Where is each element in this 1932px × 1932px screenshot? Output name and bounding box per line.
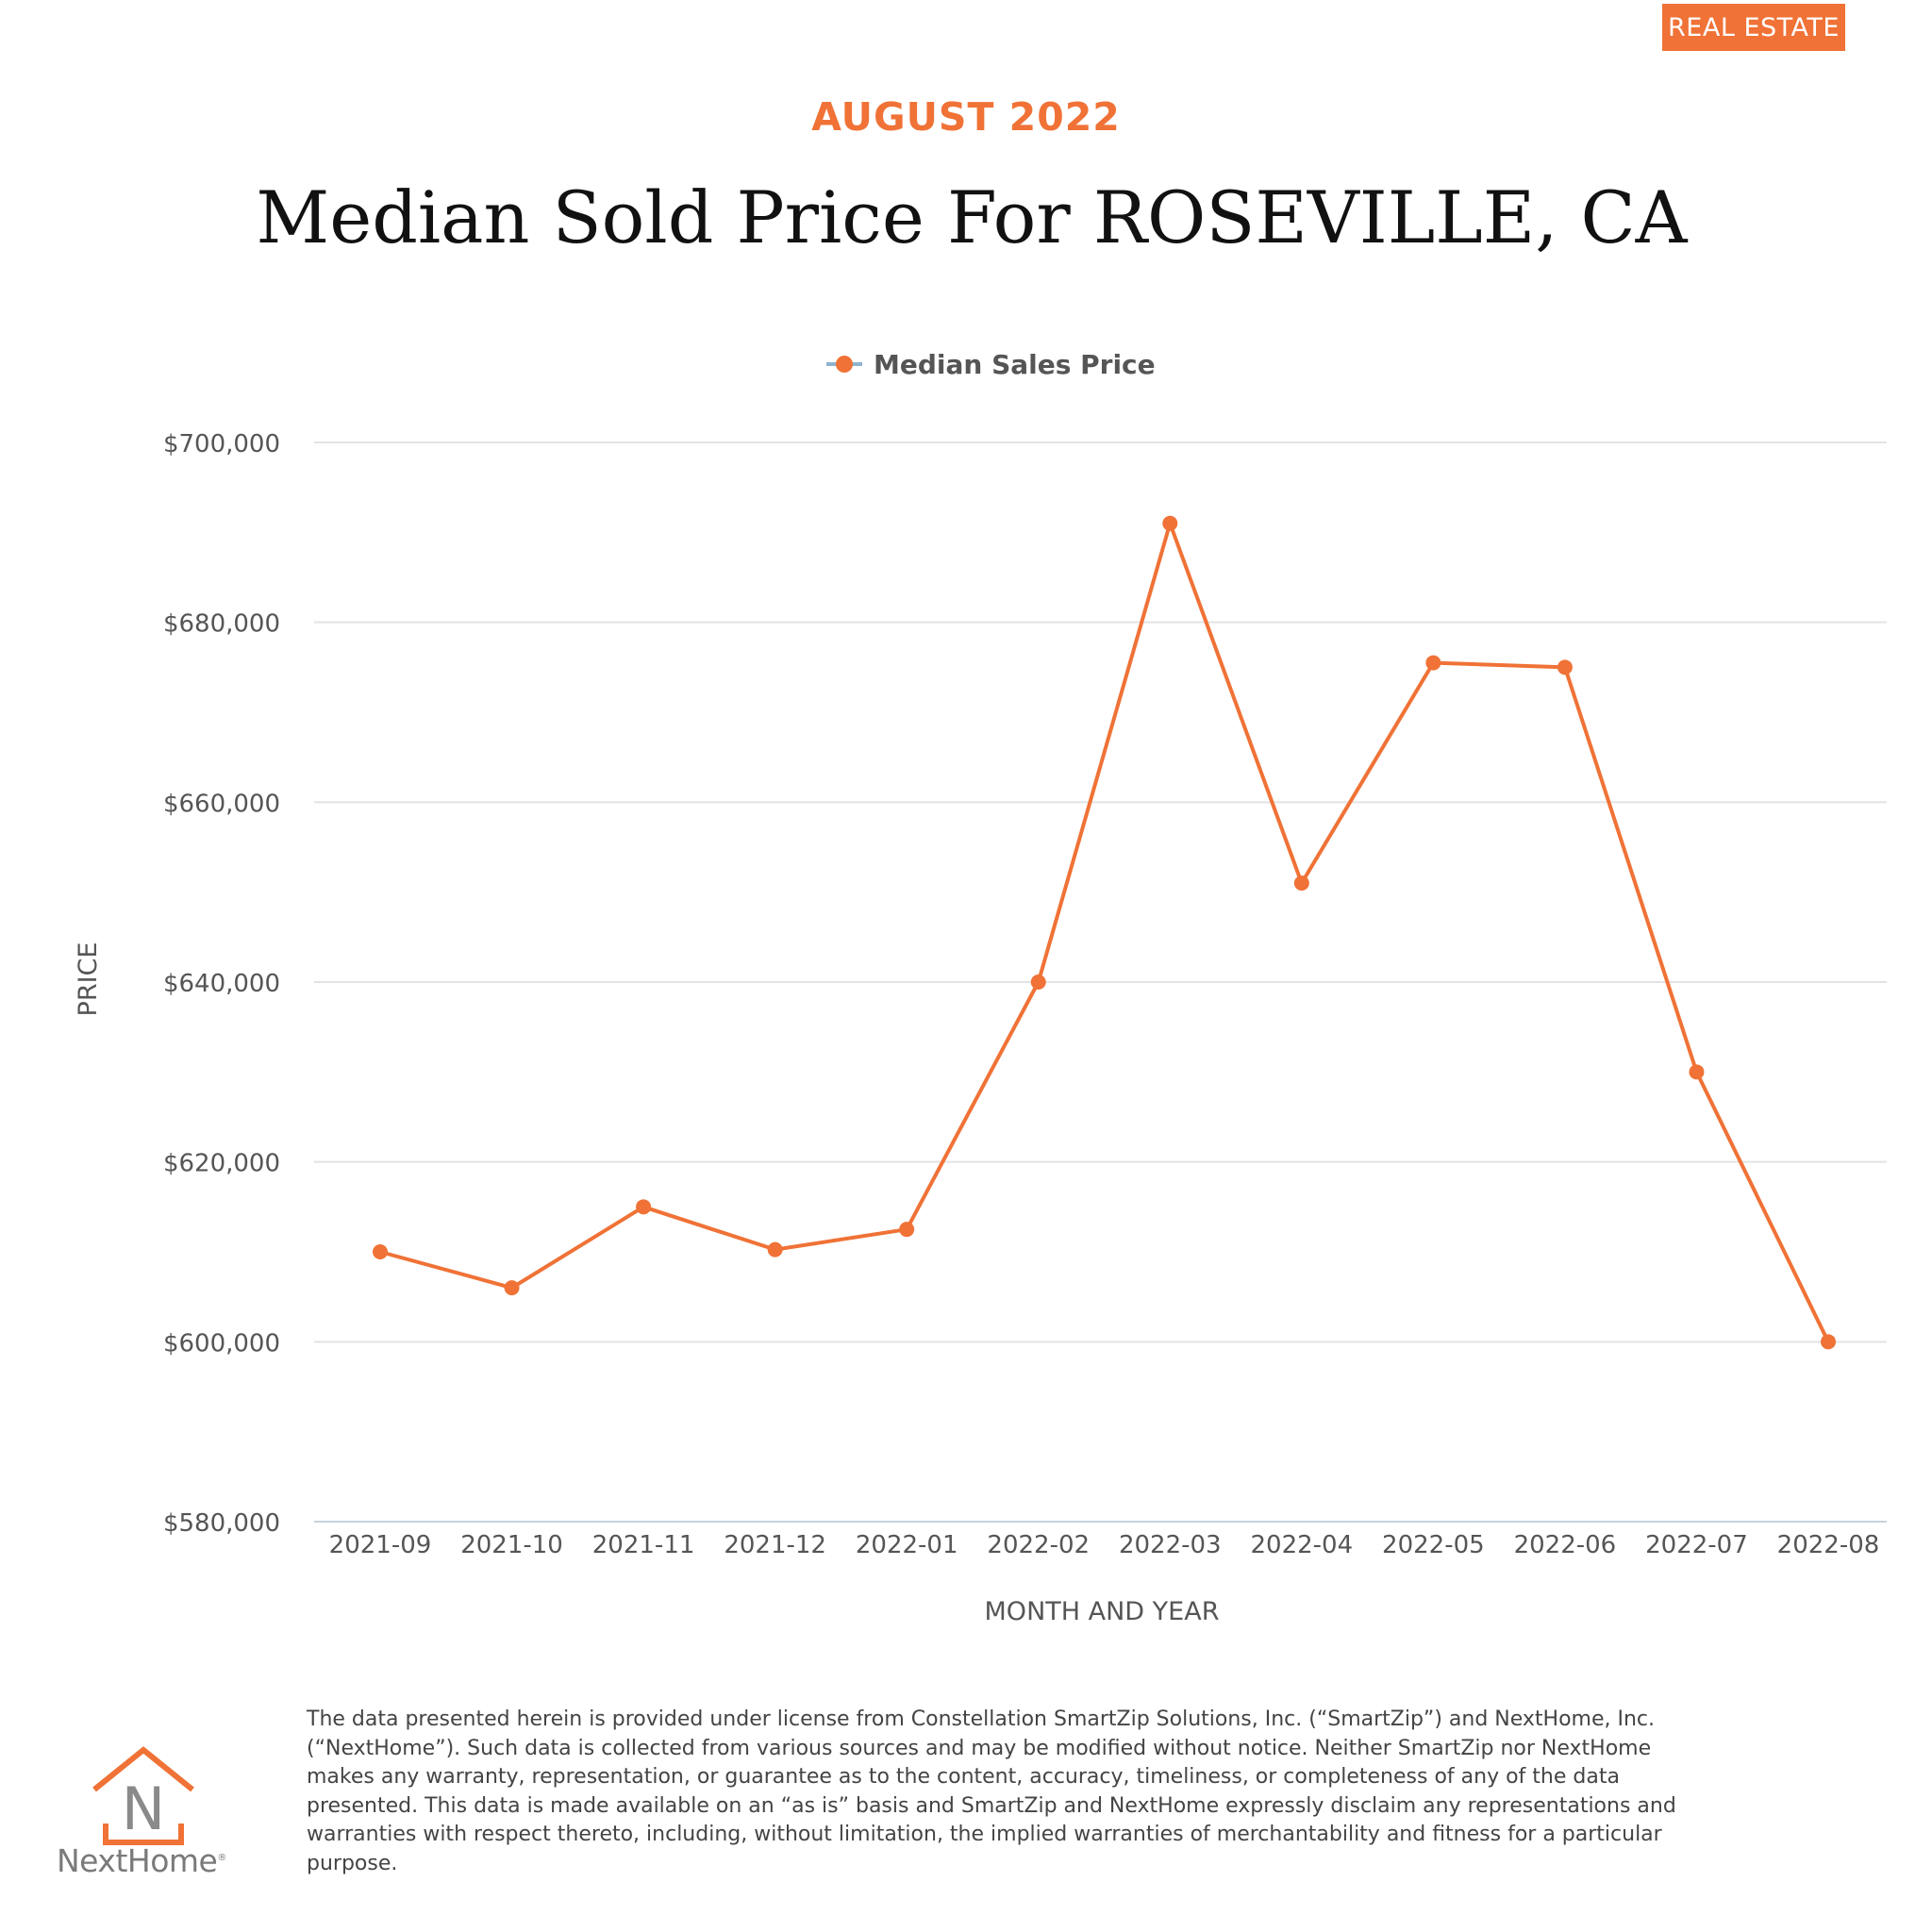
data-point <box>1425 655 1441 671</box>
series-layer <box>373 515 1836 1350</box>
x-tick-label: 2022-04 <box>1250 1531 1353 1559</box>
y-tick-labels: $580,000 $600,000 $620,000 $640,000 $660,000… <box>163 430 280 1538</box>
x-tick-label: 2022-01 <box>856 1531 958 1559</box>
data-point <box>899 1222 915 1238</box>
x-axis-label: MONTH AND YEAR <box>985 1597 1220 1626</box>
data-point <box>1821 1334 1836 1350</box>
data-point <box>767 1241 783 1257</box>
category-badge: REAL ESTATE <box>1662 4 1845 51</box>
y-tick-label: $600,000 <box>163 1329 280 1357</box>
disclaimer-text: The data presented herein is provided un… <box>307 1707 1676 1875</box>
legend-marker <box>836 356 853 373</box>
legend: Median Sales Price <box>826 349 1156 380</box>
line-chart: $580,000 $600,000 $620,000 $640,000 $660,000… <box>74 349 1887 1626</box>
x-tick-label: 2022-02 <box>987 1531 1090 1559</box>
y-tick-label: $620,000 <box>163 1150 280 1178</box>
data-point <box>1293 875 1309 891</box>
x-tick-label: 2022-07 <box>1645 1531 1748 1559</box>
x-tick-label: 2022-08 <box>1777 1531 1880 1559</box>
data-point <box>1689 1064 1705 1080</box>
series-line <box>379 521 1830 1343</box>
page-title: Median Sold Price For ROSEVILLE, CA <box>256 175 1688 259</box>
y-tick-label: $640,000 <box>163 970 280 998</box>
data-point <box>1162 515 1178 531</box>
data-point <box>1557 659 1573 675</box>
y-tick-label: $580,000 <box>163 1509 280 1538</box>
x-tick-label: 2021-09 <box>329 1531 432 1559</box>
data-point <box>504 1280 520 1296</box>
report-month: AUGUST 2022 <box>811 94 1121 140</box>
x-tick-label: 2021-12 <box>724 1531 826 1559</box>
brand-name: NextHome® <box>57 1842 226 1879</box>
y-axis-label: PRICE <box>74 942 103 1017</box>
x-tick-label: 2021-10 <box>460 1531 563 1559</box>
y-tick-label: $680,000 <box>163 610 280 639</box>
nexthome-logo-icon: N <box>92 1746 194 1845</box>
legend-label[interactable]: Median Sales Price <box>874 349 1156 380</box>
x-tick-label: 2022-06 <box>1514 1531 1617 1559</box>
x-tick-label: 2021-11 <box>592 1531 695 1559</box>
data-point <box>373 1244 388 1259</box>
data-point <box>1030 974 1046 990</box>
x-tick-label: 2022-03 <box>1119 1531 1222 1559</box>
data-point <box>636 1199 652 1215</box>
x-tick-labels: 2021-09 2021-10 2021-11 2021-12 2022-01 2022-… <box>329 1531 1880 1559</box>
grid-lines <box>314 441 1887 1523</box>
y-tick-label: $700,000 <box>163 430 280 458</box>
y-tick-label: $660,000 <box>163 790 280 818</box>
x-tick-label: 2022-05 <box>1382 1531 1485 1559</box>
logo-letter: N <box>122 1774 165 1843</box>
